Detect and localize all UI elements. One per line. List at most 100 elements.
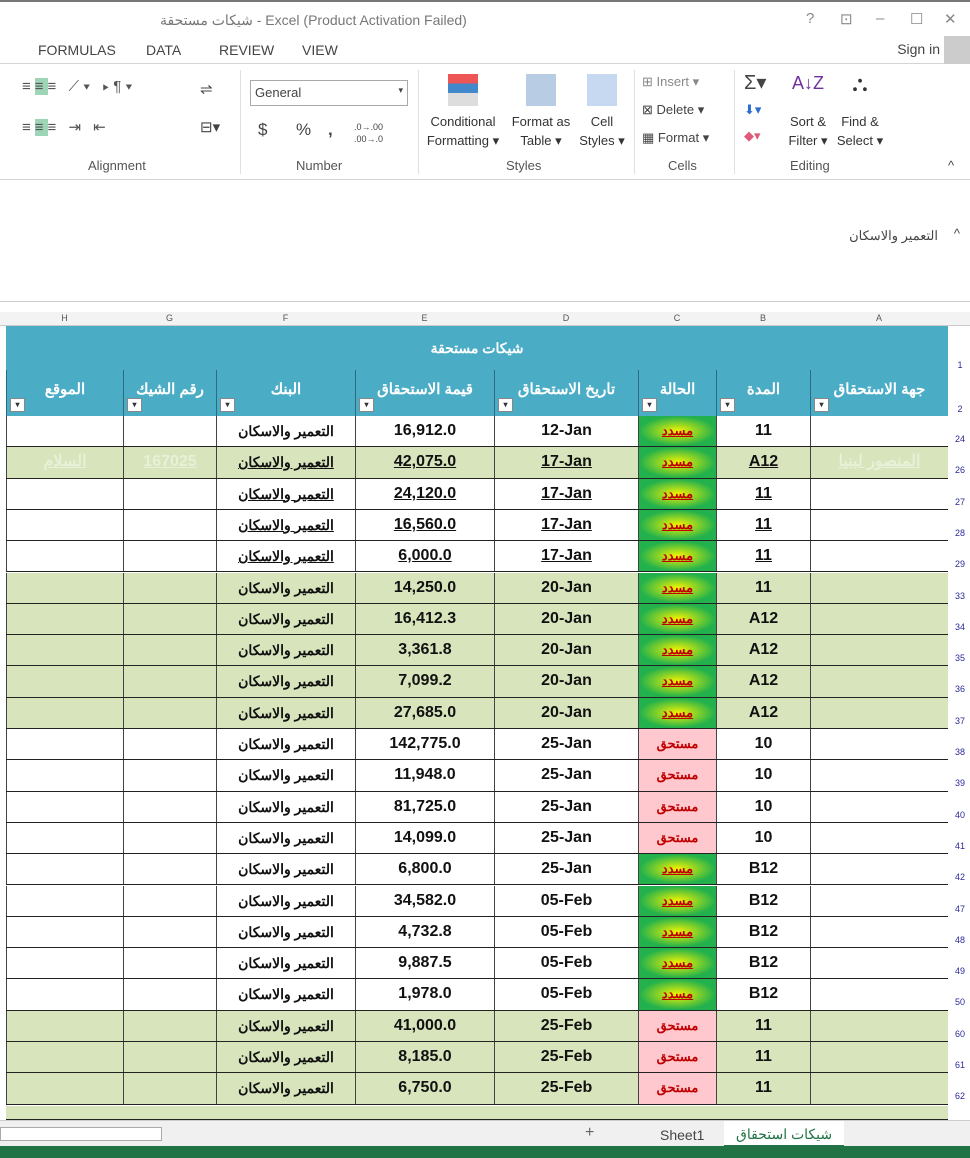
- cell-f[interactable]: التعمير والاسكان: [216, 916, 355, 948]
- row-number[interactable]: 40: [954, 809, 965, 820]
- cell-h[interactable]: [6, 822, 123, 854]
- cell-f[interactable]: التعمير والاسكان: [216, 697, 355, 728]
- cell-c[interactable]: مسدد: [638, 916, 716, 948]
- table-row[interactable]: B12 مسدد 05-Feb 34,582.0 التعمير والاسكان: [6, 885, 948, 917]
- format-as-table-button[interactable]: Format as Table ▾: [506, 74, 576, 150]
- cell-f[interactable]: التعمير والاسكان: [216, 822, 355, 854]
- cell-f[interactable]: التعمير والاسكان: [216, 478, 355, 509]
- cell-b[interactable]: 10: [716, 822, 810, 854]
- cell-d[interactable]: 25-Jan: [494, 729, 638, 760]
- cell-b[interactable]: A12: [716, 666, 810, 697]
- cell-e[interactable]: 34,582.0: [355, 885, 494, 916]
- table-row[interactable]: B12 مسدد 05-Feb 1,978.0 التعمير والاسكان: [6, 979, 948, 1011]
- filter-dropdown-icon[interactable]: ▾: [359, 398, 374, 412]
- cell-e[interactable]: 16,412.3: [355, 603, 494, 635]
- cell-c[interactable]: مستحق: [638, 791, 716, 822]
- table-row[interactable]: 11 مسدد 17-Jan 16,560.0 التعمير والاسكان: [6, 509, 948, 542]
- cell-e[interactable]: 6,000.0: [355, 541, 494, 572]
- cell-b[interactable]: A12: [716, 697, 810, 728]
- cell-c[interactable]: مسدد: [638, 635, 716, 666]
- cell-h[interactable]: [6, 635, 123, 666]
- cell-c[interactable]: مسدد: [638, 854, 716, 885]
- row-number[interactable]: 42: [954, 872, 965, 883]
- cell-c[interactable]: مسدد: [638, 572, 716, 603]
- filter-dropdown-icon[interactable]: ▾: [127, 398, 142, 412]
- cell-b[interactable]: A12: [716, 635, 810, 666]
- cell-c[interactable]: مسدد: [638, 885, 716, 916]
- collapse-ribbon-icon[interactable]: ^: [948, 158, 955, 173]
- cell-f[interactable]: التعمير والاسكان: [216, 885, 355, 916]
- autosum-icon[interactable]: Σ▾: [744, 72, 767, 94]
- collapse-formula-bar-icon[interactable]: ^: [953, 226, 960, 241]
- cell-b[interactable]: 10: [716, 729, 810, 760]
- row-number[interactable]: 26: [954, 465, 965, 476]
- conditional-formatting-button[interactable]: Conditional Formatting ▾: [424, 74, 502, 150]
- row-number[interactable]: 33: [954, 590, 965, 601]
- cell-g[interactable]: [123, 572, 216, 603]
- cell-c[interactable]: مسدد: [638, 447, 716, 478]
- cell-a[interactable]: [810, 885, 948, 916]
- cell-f[interactable]: التعمير والاسكان: [216, 572, 355, 603]
- cell-h[interactable]: [6, 948, 123, 979]
- cell-c[interactable]: مسدد: [638, 948, 716, 979]
- cell-d[interactable]: 17-Jan: [494, 541, 638, 572]
- table-row[interactable]: 10 مستحق 25-Jan 11,948.0 التعمير والاسكان: [6, 760, 948, 792]
- filter-dropdown-icon[interactable]: ▾: [642, 398, 657, 412]
- cell-g[interactable]: 167025: [123, 447, 216, 478]
- table-row[interactable]: A12 مسدد 20-Jan 27,685.0 التعمير والاسكان: [6, 697, 948, 729]
- cell-g[interactable]: [123, 1042, 216, 1073]
- cell-f[interactable]: التعمير والاسكان: [216, 603, 355, 635]
- cell-d[interactable]: 17-Jan: [494, 478, 638, 509]
- cell-a[interactable]: [810, 635, 948, 666]
- cell-c[interactable]: مستحق: [638, 1042, 716, 1073]
- cell-d[interactable]: 05-Feb: [494, 979, 638, 1010]
- cell-f[interactable]: التعمير والاسكان: [216, 854, 355, 885]
- row-number[interactable]: 62: [954, 1091, 965, 1102]
- cell-f[interactable]: التعمير والاسكان: [216, 760, 355, 791]
- cell-c[interactable]: مسدد: [638, 666, 716, 697]
- table-row[interactable]: B12 مسدد 25-Jan 6,800.0 التعمير والاسكان: [6, 854, 948, 886]
- table-row[interactable]: 10 مستحق 25-Jan 14,099.0 التعمير والاسكان: [6, 822, 948, 855]
- cell-c[interactable]: مستحق: [638, 822, 716, 854]
- cell-g[interactable]: [123, 948, 216, 979]
- increase-decimal-button[interactable]: .0→.00: [354, 122, 384, 132]
- cell-c[interactable]: مسدد: [638, 603, 716, 635]
- table-row[interactable]: 10 مستحق 25-Jan 142,775.0 التعمير والاسكان: [6, 729, 948, 761]
- cell-g[interactable]: [123, 541, 216, 572]
- cell-d[interactable]: 17-Jan: [494, 509, 638, 541]
- cell-e[interactable]: 9,887.5: [355, 948, 494, 979]
- cell-a[interactable]: [810, 1042, 948, 1073]
- cell-d[interactable]: 25-Feb: [494, 1073, 638, 1104]
- cell-b[interactable]: 11: [716, 1010, 810, 1041]
- cell-g[interactable]: [123, 635, 216, 666]
- cell-h[interactable]: [6, 697, 123, 728]
- row-number[interactable]: 34: [954, 621, 965, 632]
- cell-e[interactable]: 4,732.8: [355, 916, 494, 948]
- cell-d[interactable]: 25-Jan: [494, 854, 638, 885]
- cell-d[interactable]: 20-Jan: [494, 635, 638, 666]
- cell-b[interactable]: 11: [716, 478, 810, 509]
- merge-center-icon[interactable]: ⊟▾: [200, 119, 221, 136]
- cell-a[interactable]: [810, 916, 948, 948]
- cell-h[interactable]: [6, 979, 123, 1010]
- cell-b[interactable]: 11: [716, 1073, 810, 1104]
- cell-g[interactable]: [123, 416, 216, 447]
- cell-d[interactable]: 25-Jan: [494, 822, 638, 854]
- cell-a[interactable]: [810, 979, 948, 1010]
- cell-f[interactable]: التعمير والاسكان: [216, 1073, 355, 1104]
- cell-a[interactable]: [810, 948, 948, 979]
- cell-g[interactable]: [123, 1073, 216, 1104]
- column-header-D[interactable]: D: [562, 313, 570, 323]
- cell-d[interactable]: 20-Jan: [494, 603, 638, 635]
- cell-e[interactable]: 16,912.0: [355, 416, 494, 447]
- cell-g[interactable]: [123, 509, 216, 541]
- cell-a[interactable]: [810, 822, 948, 854]
- cell-b[interactable]: A12: [716, 447, 810, 478]
- cell-a[interactable]: المنصور لبنيا: [810, 447, 948, 478]
- row-number[interactable]: 37: [954, 715, 965, 726]
- cell-a[interactable]: [810, 666, 948, 697]
- cell-d[interactable]: 17-Jan: [494, 447, 638, 478]
- cell-e[interactable]: 6,800.0: [355, 854, 494, 885]
- cell-a[interactable]: [810, 854, 948, 885]
- cell-g[interactable]: [123, 1010, 216, 1041]
